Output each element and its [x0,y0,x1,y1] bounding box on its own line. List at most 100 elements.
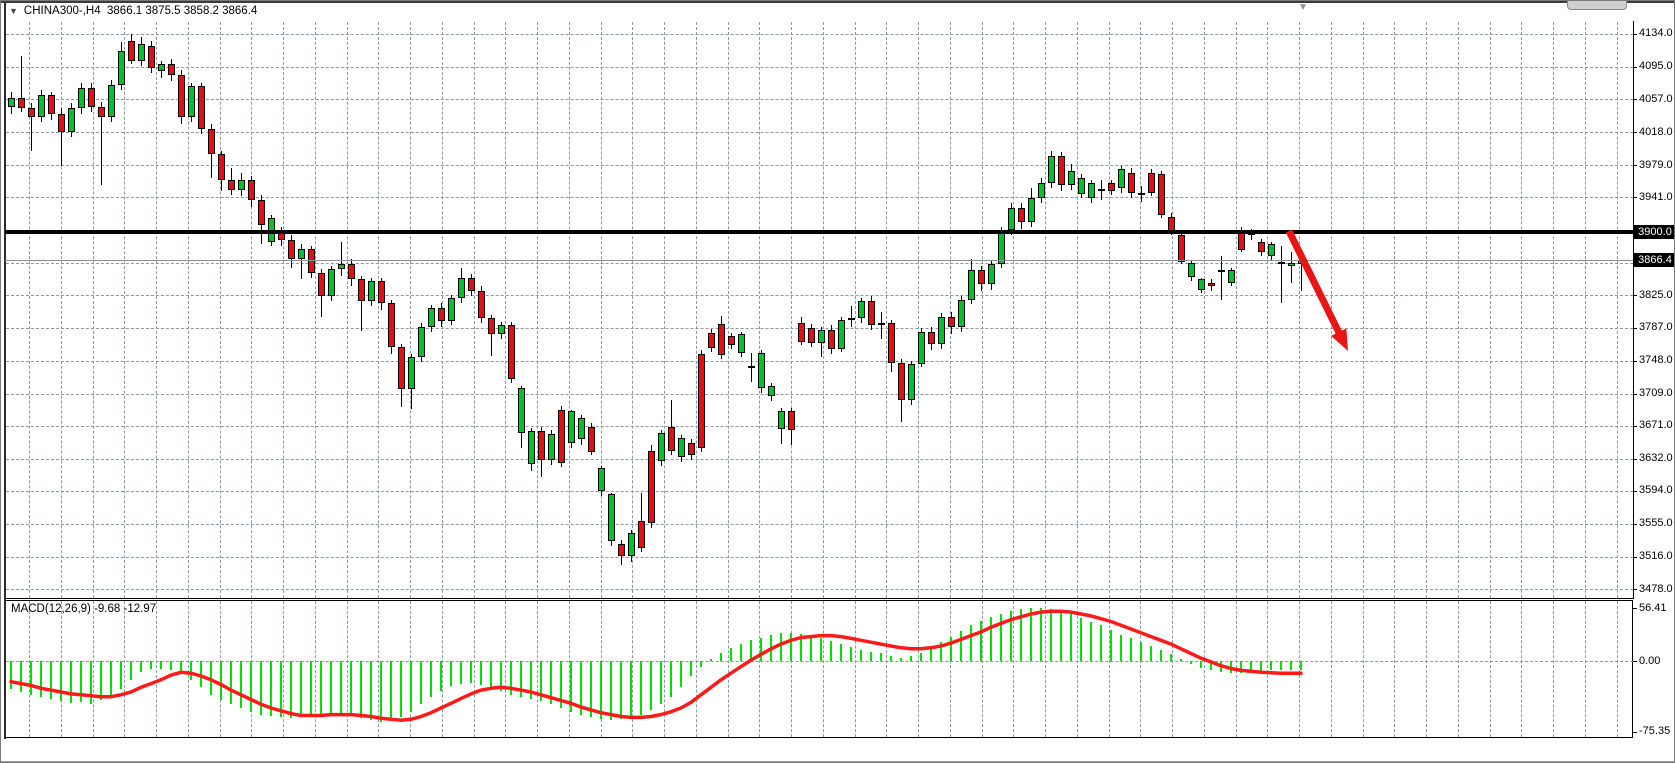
macd-tick-label: -75.35 [1639,725,1671,738]
macd-tick-label: 0.00 [1639,654,1661,667]
vertical-gridline [1489,22,1491,598]
candle-body [748,365,755,369]
vertical-gridline [1203,22,1205,598]
vertical-gridline [727,601,729,737]
candle-body [618,544,625,557]
main-chart-area[interactable] [5,21,1634,598]
macd-histogram-bar [1120,634,1122,661]
candle-body [218,154,225,180]
window-top-border [1,1,1674,3]
horizontal-scrollbar-thumb[interactable] [1567,1,1627,10]
macd-histogram-bar [130,661,132,680]
macd-histogram-bar [520,661,522,697]
price-tick-label: 3787.0 [1639,321,1673,334]
macd-histogram-bar [640,661,642,715]
candle-body [558,409,565,463]
horizontal-gridline [6,589,1633,590]
candle-body [848,318,855,321]
vertical-gridline [759,601,761,737]
candle-wick [61,108,62,166]
vertical-gridline [1330,22,1332,598]
vertical-gridline [187,22,189,598]
macd-histogram-bar [1270,661,1272,671]
candle-body [1038,182,1045,199]
horizontal-line-3900[interactable] [5,230,1633,234]
time-axis[interactable]: 31 Aug 20226 Sep 01:3013 Sep 01:3019 Sep… [1,739,1674,762]
candle-body [898,363,905,400]
candle-body [838,320,845,349]
horizontal-gridline [6,34,1633,35]
macd-histogram-bar [550,661,552,705]
macd-histogram-bar [750,640,752,661]
candle-body [168,64,175,75]
candle-body [408,357,415,390]
chart-shift-marker-icon[interactable]: ▼ [1298,2,1308,13]
macd-histogram-bar [310,661,312,716]
vertical-gridline [1553,22,1554,598]
candle-wick [1281,245,1282,304]
macd-histogram-bar [360,661,362,719]
macd-indicator-area[interactable] [5,600,1633,738]
macd-histogram-bar [230,661,232,705]
macd-histogram-bar [580,661,582,715]
macd-histogram-bar [390,661,392,722]
horizontal-gridline [6,67,1633,68]
macd-histogram-bar [800,633,802,661]
candle-wick [21,55,22,112]
candle-body [188,86,195,117]
candle-body [418,326,425,358]
vertical-gridline [1172,601,1173,737]
macd-histogram-bar [770,634,772,661]
candle-body [118,50,125,85]
macd-histogram-bar [400,661,402,718]
macd-histogram-bar [300,661,302,718]
ohlc-readout: 3866.1 3875.5 3858.2 3866.4 [107,5,258,17]
candle-body [1268,243,1275,256]
vertical-gridline [695,22,697,598]
vertical-gridline [473,22,475,598]
macd-histogram-bar [200,661,202,688]
macd-histogram-bar [1300,661,1302,671]
vertical-gridline [1362,22,1364,598]
macd-histogram-bar [210,661,212,695]
candle-body [598,468,605,491]
macd-histogram-bar [660,661,662,705]
macd-histogram-bar [50,661,52,699]
vertical-gridline [949,601,951,737]
vertical-gridline [1267,601,1269,737]
vertical-gridline [695,601,697,737]
candle-body [1048,155,1055,183]
macd-histogram-bar [670,661,672,697]
macd-histogram-bar [440,661,442,692]
macd-histogram-bar [190,661,192,680]
macd-histogram-bar [1280,661,1282,671]
macd-histogram-bar [250,661,252,712]
macd-histogram-bar [320,661,322,714]
symbol-dropdown-icon[interactable]: ▼ [9,6,18,16]
horizontal-gridline [6,99,1633,100]
horizontal-gridline [6,426,1633,427]
candle-body [48,94,55,114]
macd-histogram-bar [700,661,702,667]
candle-wick [851,306,852,327]
vertical-gridline [1108,601,1110,737]
candle-body [868,301,875,326]
vertical-gridline [1235,601,1237,737]
vertical-gridline [791,601,792,737]
panel-divider [5,598,1634,599]
candle-body [348,264,355,280]
macd-histogram-bar [1170,654,1172,661]
macd-histogram-bar [530,661,532,699]
price-axis-tick [1633,197,1637,199]
macd-histogram-bar [20,661,22,693]
price-tick-label: 3709.0 [1639,387,1673,400]
price-axis-tick [1633,99,1637,101]
horizontal-gridline [6,557,1633,558]
vertical-gridline [346,22,348,598]
candle-body [1288,263,1295,266]
price-axis-tick [1633,327,1637,329]
macd-histogram-bar [1070,614,1072,661]
macd-histogram-bar [350,661,352,716]
vertical-gridline [537,601,538,737]
